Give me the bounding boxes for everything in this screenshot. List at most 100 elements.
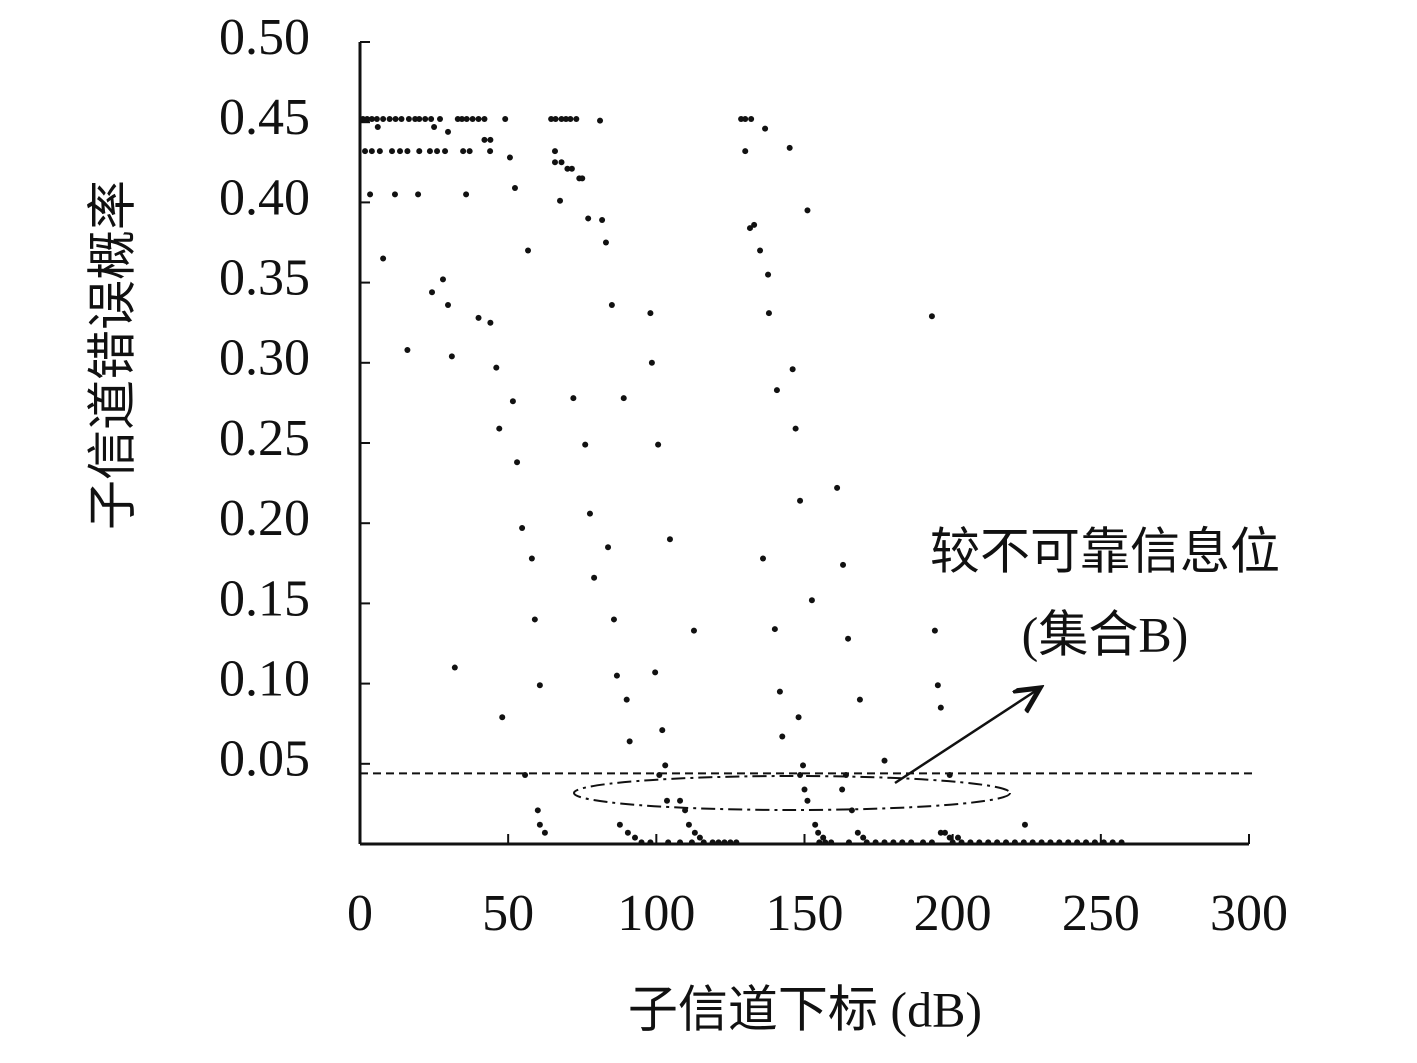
point <box>840 561 847 568</box>
point <box>1011 839 1018 846</box>
point <box>525 247 532 254</box>
point <box>908 839 915 846</box>
point <box>624 829 631 836</box>
point <box>1083 839 1090 846</box>
point <box>709 839 716 846</box>
point <box>751 221 758 228</box>
point <box>398 115 405 122</box>
point <box>422 115 429 122</box>
point <box>416 115 423 122</box>
point <box>856 696 863 703</box>
point <box>487 319 494 326</box>
point <box>647 839 654 846</box>
point <box>434 148 441 155</box>
point <box>506 154 513 161</box>
x-axis-label: 子信道下标 (dB) <box>628 981 982 1037</box>
point <box>1065 839 1072 846</box>
point <box>765 310 772 317</box>
point <box>380 255 387 262</box>
point <box>451 664 458 671</box>
point <box>536 682 543 689</box>
point <box>391 191 398 198</box>
point <box>586 510 593 517</box>
point <box>509 398 516 405</box>
point <box>742 115 749 122</box>
point <box>1029 839 1036 846</box>
point <box>573 115 580 122</box>
point <box>816 839 823 846</box>
point <box>928 313 935 320</box>
point <box>493 364 500 371</box>
point <box>551 159 558 166</box>
point <box>662 762 669 769</box>
point <box>828 839 835 846</box>
point <box>487 148 494 155</box>
point <box>863 839 870 846</box>
point <box>460 148 467 155</box>
point <box>1003 839 1010 846</box>
point <box>548 115 555 122</box>
point <box>899 839 906 846</box>
point <box>367 191 374 198</box>
point <box>976 839 983 846</box>
point <box>765 271 772 278</box>
point <box>469 115 476 122</box>
point <box>839 786 846 793</box>
point <box>428 115 435 122</box>
point <box>638 839 645 846</box>
point <box>368 148 375 155</box>
point <box>690 627 697 634</box>
point <box>522 772 529 779</box>
annotation: 较不可靠信息位 <box>930 523 1280 579</box>
point <box>815 829 822 836</box>
point <box>568 165 575 172</box>
point <box>854 829 861 836</box>
point <box>845 635 852 642</box>
point <box>682 807 689 814</box>
point <box>426 148 433 155</box>
point <box>746 225 753 232</box>
point <box>404 148 411 155</box>
y-tick-label: 0.25 <box>219 410 310 467</box>
point <box>558 159 565 166</box>
point <box>511 184 518 191</box>
point <box>528 555 535 562</box>
point <box>822 839 829 846</box>
point <box>564 165 571 172</box>
point <box>608 302 615 309</box>
point <box>362 148 369 155</box>
point <box>748 115 755 122</box>
point <box>715 839 722 846</box>
point <box>620 395 627 402</box>
point <box>773 387 780 394</box>
x-tick-label: 150 <box>766 885 844 942</box>
point <box>797 497 804 504</box>
point <box>1091 839 1098 846</box>
point <box>762 125 769 132</box>
point <box>359 115 366 122</box>
point <box>429 289 436 296</box>
point <box>439 276 446 283</box>
point <box>834 484 841 491</box>
point <box>591 574 598 581</box>
point <box>448 353 455 360</box>
point <box>985 839 992 846</box>
y-tick-label: 0.20 <box>219 490 310 547</box>
point <box>881 839 888 846</box>
point <box>475 115 482 122</box>
y-tick-label: 0.10 <box>219 651 310 708</box>
point <box>392 115 399 122</box>
point <box>946 834 953 841</box>
point <box>499 714 506 721</box>
x-tick-label: 0 <box>347 885 373 942</box>
point <box>808 597 815 604</box>
y-tick-label: 0.45 <box>219 89 310 146</box>
point <box>820 834 827 841</box>
point <box>437 115 444 122</box>
point <box>412 115 419 122</box>
point <box>733 839 740 846</box>
point <box>779 733 786 740</box>
y-tick-label: 0.15 <box>219 570 310 627</box>
y-tick-label: 0.40 <box>219 169 310 226</box>
point <box>1100 839 1107 846</box>
